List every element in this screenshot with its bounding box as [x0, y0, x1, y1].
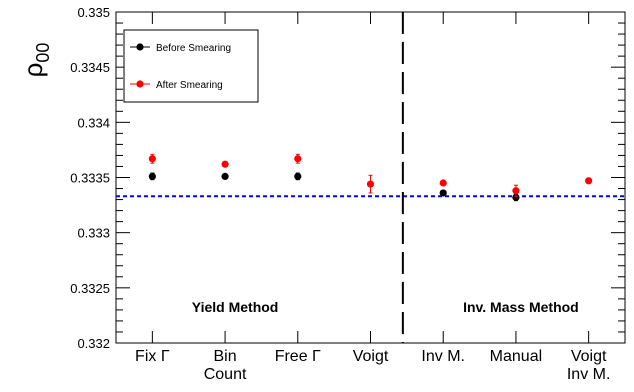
- y-tick-label: 0.333: [77, 226, 110, 241]
- annotation-yield-method: Yield Method: [192, 299, 279, 315]
- point-after-smearing: [439, 179, 447, 187]
- y-tick-label: 0.3345: [70, 60, 110, 75]
- annotation-inv-mass-method: Inv. Mass Method: [463, 299, 579, 315]
- point-before-smearing: [221, 172, 229, 180]
- point-after-smearing: [221, 160, 229, 168]
- y-tick-label: 0.3325: [70, 281, 110, 296]
- point-after-smearing: [148, 155, 156, 163]
- legend-box: [123, 29, 259, 103]
- x-tick-label: Free Γ: [275, 348, 321, 365]
- point-after-smearing: [294, 155, 302, 163]
- point-after-smearing: [585, 177, 593, 185]
- point-after-smearing: [512, 187, 520, 195]
- plot-area: 0.335 0.3345 0.334 0.3335 0.333 0.3325 0.332 Fi…: [18, 5, 626, 383]
- point-before-smearing: [294, 172, 302, 180]
- y-tick-label: 0.334: [77, 115, 110, 130]
- legend-marker: [136, 43, 144, 51]
- point-before-smearing: [512, 193, 520, 201]
- x-tick-label: Count: [204, 366, 247, 383]
- y-tick-label: 0.3335: [70, 171, 110, 186]
- y-tick-label: 0.332: [77, 336, 110, 351]
- x-tick-label: Manual: [490, 348, 542, 365]
- x-tick-label: Fix Γ: [135, 348, 170, 365]
- x-tick-label: Inv M.: [421, 348, 465, 365]
- x-tick-label: Voigt: [571, 348, 607, 365]
- x-tick-label: Bin: [214, 348, 237, 365]
- x-tick-label: Voigt: [353, 348, 389, 365]
- legend-marker: [136, 80, 144, 88]
- point-before-smearing: [148, 172, 156, 180]
- legend-label: After Smearing: [156, 80, 223, 91]
- point-before-smearing: [439, 189, 447, 197]
- legend-label: Before Smearing: [156, 43, 231, 54]
- y-axis-title: ρ00: [18, 43, 53, 78]
- x-tick-label: Inv M.: [567, 366, 611, 383]
- point-after-smearing: [366, 180, 375, 188]
- y-tick-label: 0.335: [77, 5, 110, 20]
